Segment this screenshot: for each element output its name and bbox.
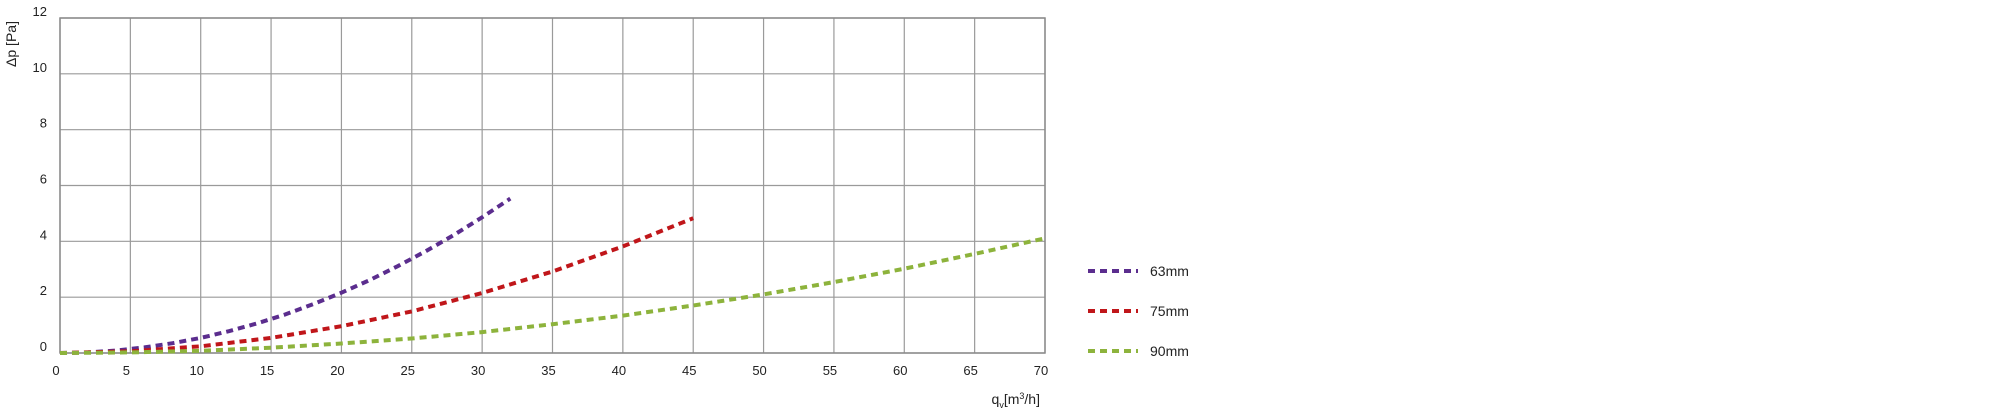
x-axis-title-post: /h] (1024, 391, 1040, 407)
y-tick-label: 4 (40, 227, 47, 242)
x-tick-label: 0 (52, 363, 59, 378)
x-tick-label: 30 (471, 363, 485, 378)
y-tick-label: 12 (33, 4, 47, 19)
x-tick-label: 40 (612, 363, 626, 378)
y-tick-label: 10 (33, 60, 47, 75)
y-tick-label: 8 (40, 116, 47, 131)
x-axis-title-base: q (992, 391, 1000, 407)
x-tick-label: 55 (823, 363, 837, 378)
x-tick-label: 10 (189, 363, 203, 378)
legend-label-90mm: 90mm (1150, 343, 1189, 359)
legend-label-75mm: 75mm (1150, 303, 1189, 319)
y-tick-label: 6 (40, 172, 47, 187)
grid (59, 17, 1046, 354)
x-tick-label: 15 (260, 363, 274, 378)
x-tick-label: 70 (1034, 363, 1048, 378)
x-tick-label: 20 (330, 363, 344, 378)
x-tick-label: 25 (401, 363, 415, 378)
x-axis-title-sub: v (999, 400, 1004, 410)
y-axis-ticks: 0 2 4 6 8 10 12 (33, 4, 47, 354)
y-tick-label: 2 (40, 283, 47, 298)
series-line-75mm (59, 216, 694, 355)
plot-frame (59, 17, 1046, 354)
legend: 63mm 75mm 90mm (1088, 263, 1189, 359)
x-tick-label: 35 (541, 363, 555, 378)
x-tick-label: 65 (963, 363, 977, 378)
x-tick-label: 50 (752, 363, 766, 378)
x-tick-label: 5 (123, 363, 130, 378)
y-axis-title: Δp [Pa] (3, 21, 19, 67)
series-line-90mm (59, 236, 1046, 355)
series-line-63mm (59, 196, 512, 355)
x-axis-title: qv[m3/h] (992, 391, 1040, 410)
x-axis-ticks: 0 5 10 15 20 25 30 35 40 45 50 55 60 65 70 (52, 363, 1048, 378)
series-lines (59, 196, 1046, 355)
legend-label-63mm: 63mm (1150, 263, 1189, 279)
x-axis-title-pre: [m (1004, 391, 1020, 407)
x-axis-title-sup: 3 (1019, 391, 1024, 401)
x-tick-label: 45 (682, 363, 696, 378)
x-tick-label: 60 (893, 363, 907, 378)
y-tick-label: 0 (40, 339, 47, 354)
